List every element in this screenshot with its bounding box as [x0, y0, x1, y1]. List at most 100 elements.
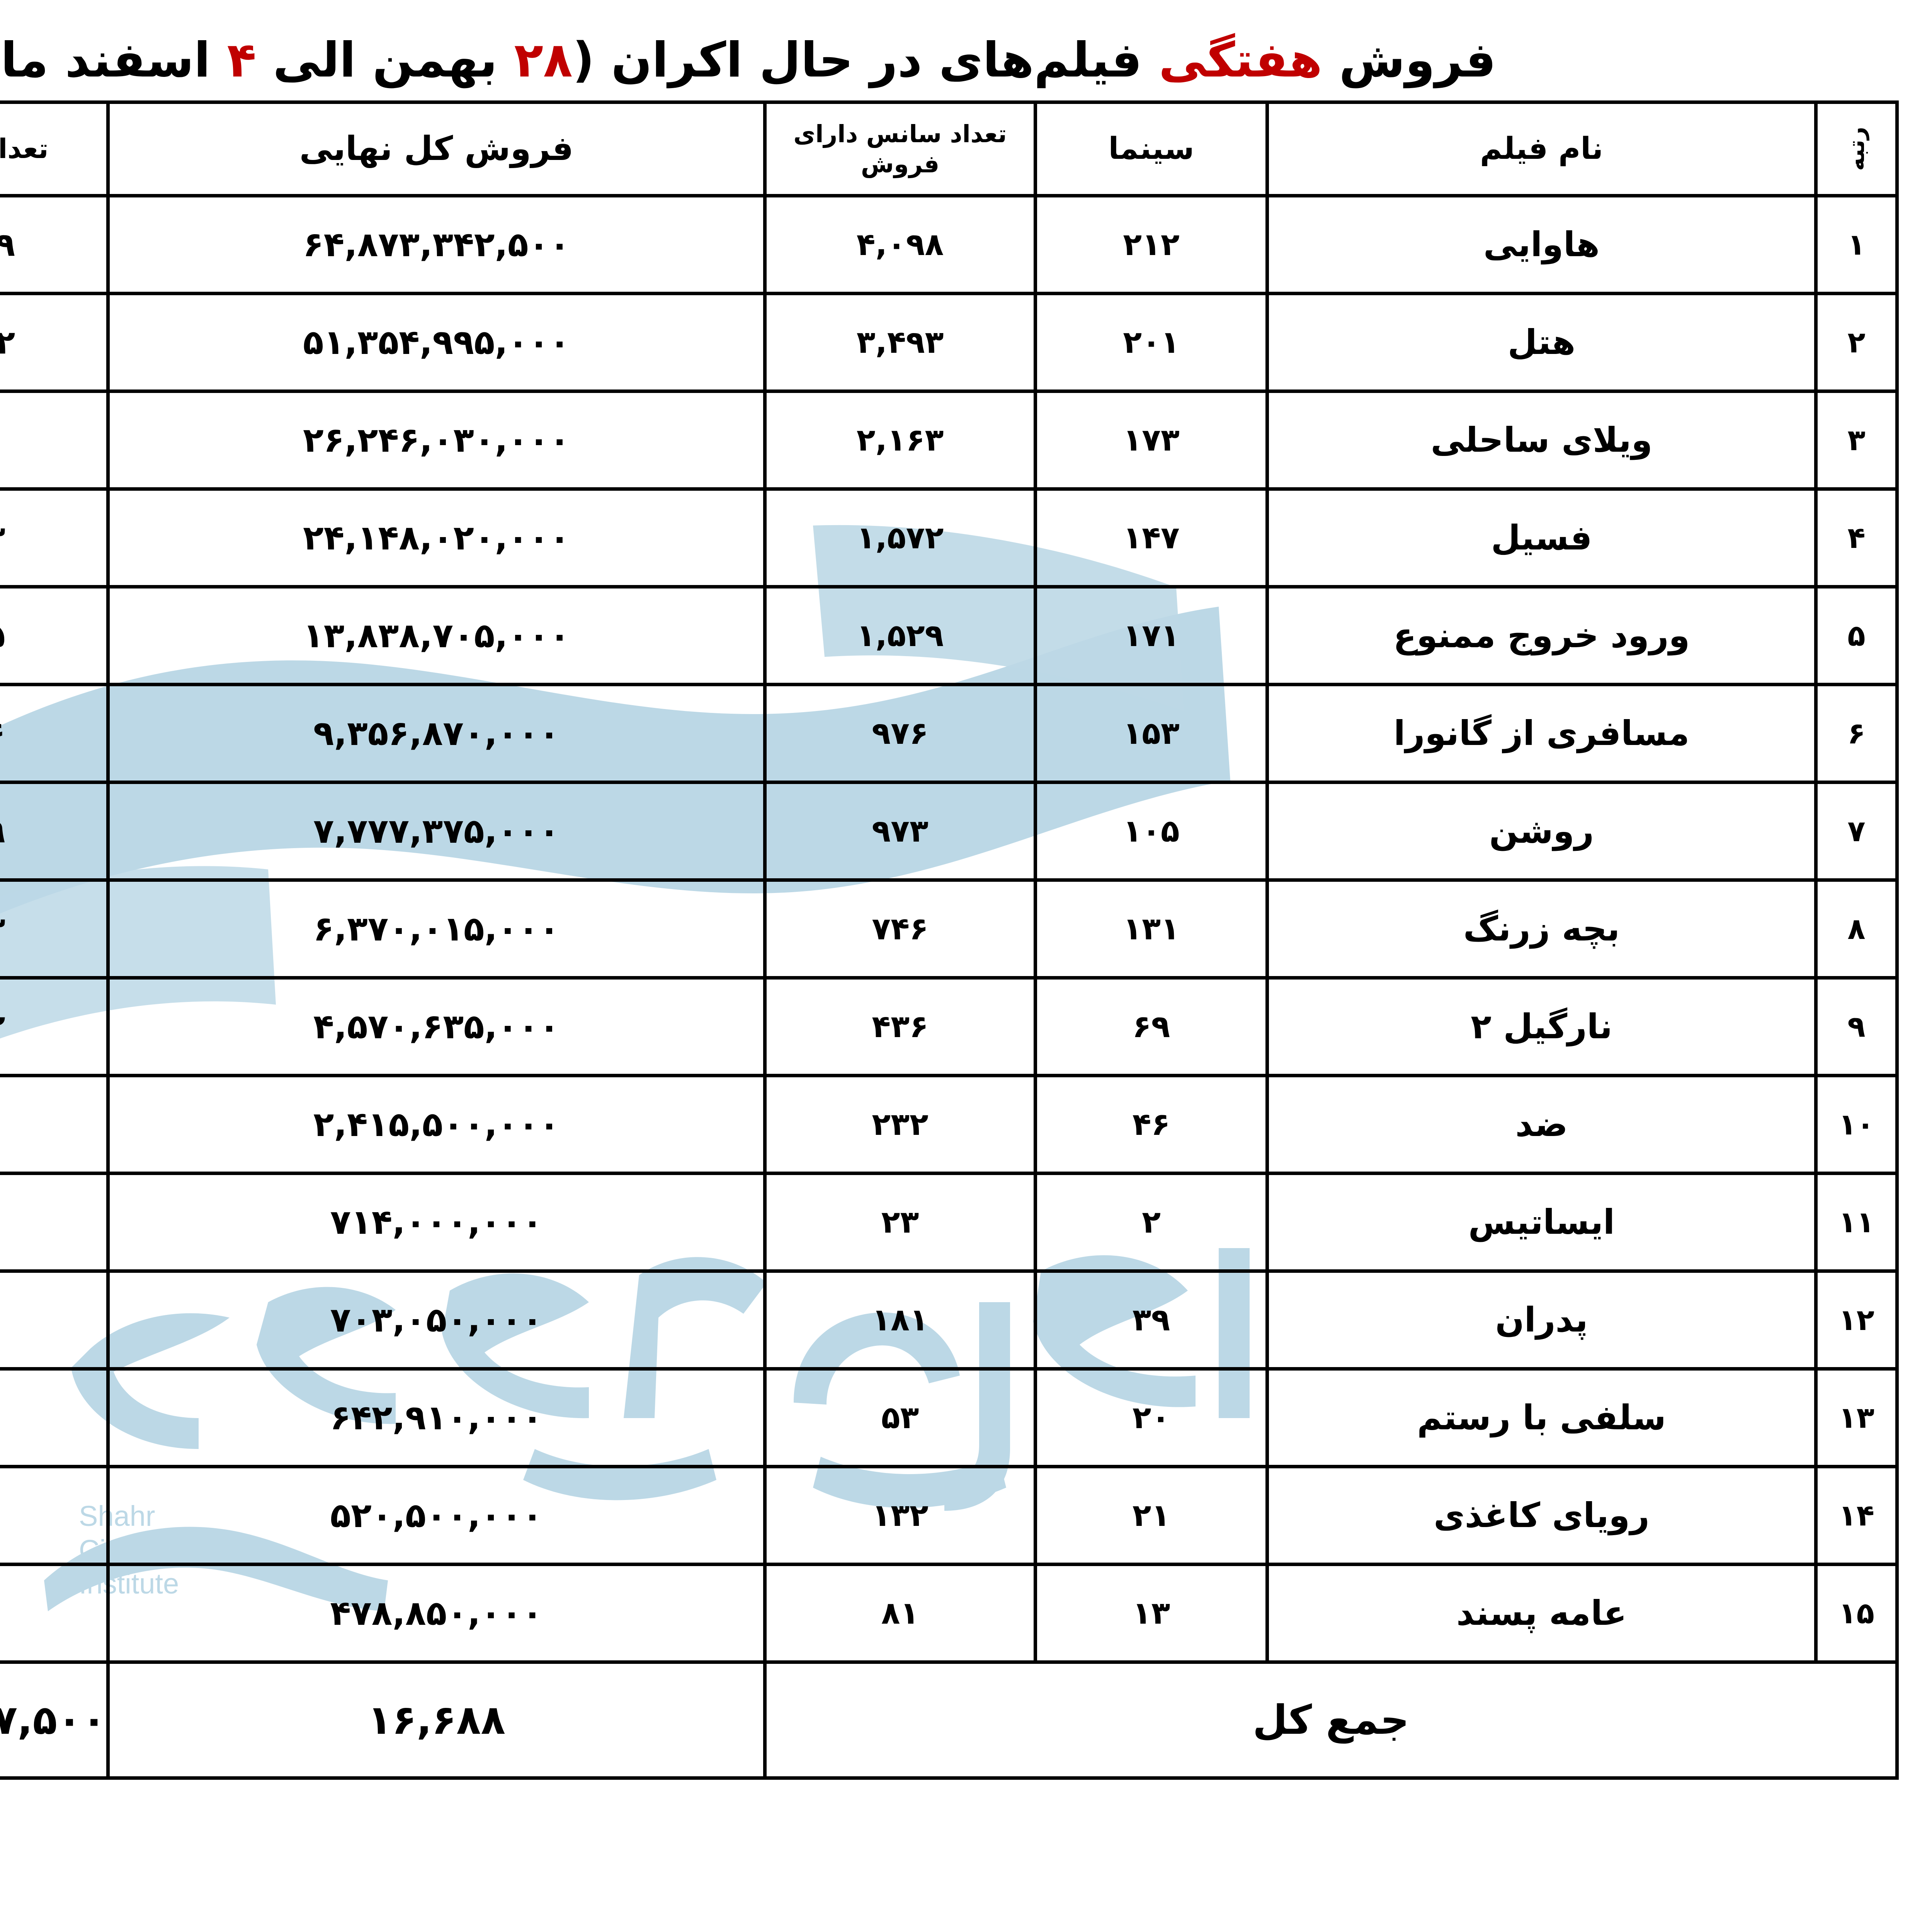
session-count: ۷۴۶ — [764, 878, 1037, 980]
total-viewers-value: ۱۳۵,۲۹۹ — [0, 194, 110, 295]
session-count: ۲,۱۶۳ — [764, 389, 1037, 491]
film-name: روشن — [1266, 780, 1818, 882]
film-rank: ۱۰ — [1815, 1073, 1899, 1175]
table-row[interactable]: ۱هاوایی۲۱۲۴,۰۹۸۶۴,۸۷۳,۳۴۲,۵۰۰۱۳۵,۲۹۹۳۰/۳… — [0, 194, 1899, 295]
film-rank: ۲ — [1815, 291, 1899, 393]
total-row: جمع کل ۱۶,۶۸۸ ۲۱۴,۰۱۰,۷۹۷,۵۰۰ ۴۷۱,۷۷۷ ۱۰… — [0, 1660, 1899, 1780]
cinema-count: ۲۱۲ — [1034, 194, 1269, 295]
total-viewers-value: ۵۲,۰۳۱ — [0, 389, 110, 491]
film-name: هاوایی — [1266, 194, 1818, 295]
total-viewers-value: ۳۱,۵۵۶ — [0, 682, 110, 784]
film-name: ورود خروج ممنوع — [1266, 585, 1818, 686]
column-header-viewers[interactable]: تعداد کل بیننده — [0, 100, 110, 197]
total-viewers-value: ۱,۵۸۶ — [0, 1269, 110, 1371]
total-viewers-value: ۳۰,۳۱۵ — [0, 585, 110, 686]
table-body: ۱هاوایی۲۱۲۴,۰۹۸۶۴,۸۷۳,۳۴۲,۵۰۰۱۳۵,۲۹۹۳۰/۳… — [0, 194, 1899, 1664]
session-count: ۳,۴۹۳ — [764, 291, 1037, 393]
film-name: ایساتیس — [1266, 1171, 1818, 1273]
film-name: نارگیل ۲ — [1266, 976, 1818, 1077]
film-name: عامه پسند — [1266, 1562, 1818, 1664]
total-viewers-value: ۱۱۱,۸۱۲ — [0, 291, 110, 393]
film-name: ویلای ساحلی — [1266, 389, 1818, 491]
cinema-count: ۲۰۱ — [1034, 291, 1269, 393]
total-sessions: ۱۶,۶۸۸ — [107, 1660, 767, 1780]
total-gross-value: ۶,۳۷۰,۰۱۵,۰۰۰ — [107, 878, 767, 980]
session-count: ۱۳۲ — [764, 1464, 1037, 1566]
session-count: ۴,۰۹۸ — [764, 194, 1037, 295]
column-header-sessions[interactable]: تعداد سانس دارای فروش — [764, 100, 1037, 197]
total-gross-value: ۹,۳۵۶,۸۷۰,۰۰۰ — [107, 682, 767, 784]
title-part-4: اسفند ماه — [0, 32, 211, 88]
table-container: Shahr Cinema Institute رتبه نام فیلم سین… — [0, 100, 1899, 1780]
total-viewers-value: ۱۴,۳۶۹ — [0, 780, 110, 882]
total-gross-value: ۲۶,۲۴۶,۰۳۰,۰۰۰ — [107, 389, 767, 491]
film-rank: ۵ — [1815, 585, 1899, 686]
table-row[interactable]: ۴فسیل۱۴۷۱,۵۷۲۲۴,۱۴۸,۰۲۰,۰۰۰۵۰,۴۳۳۱۱/۲۸%۱… — [0, 487, 1899, 588]
film-name: سلفی با رستم — [1266, 1367, 1818, 1468]
session-count: ۵۳ — [764, 1367, 1037, 1468]
film-rank: ۴ — [1815, 487, 1899, 588]
table-row[interactable]: ۲هتل۲۰۱۳,۴۹۳۵۱,۳۵۴,۹۹۵,۰۰۰۱۱۱,۸۱۲۲۴/۰۰%۲… — [0, 291, 1899, 393]
film-rank: ۱ — [1815, 194, 1899, 295]
film-name: هتل — [1266, 291, 1818, 393]
session-count: ۱,۵۷۲ — [764, 487, 1037, 588]
total-gross-value: ۶۴۲,۹۱۰,۰۰۰ — [107, 1367, 767, 1468]
total-viewers-value: ۱۱,۰۸۲ — [0, 976, 110, 1077]
film-rank: ۱۵ — [1815, 1562, 1899, 1664]
column-header-rank[interactable]: رتبه — [1815, 100, 1899, 197]
total-gross-value: ۷,۷۷۷,۳۷۵,۰۰۰ — [107, 780, 767, 882]
cinema-count: ۴۶ — [1034, 1073, 1269, 1175]
cinema-count: ۱۵۳ — [1034, 682, 1269, 784]
film-rank: ۳ — [1815, 389, 1899, 491]
total-viewers-value: ۹۹۳ — [0, 1464, 110, 1566]
total-gross-value: ۵۱,۳۵۴,۹۹۵,۰۰۰ — [107, 291, 767, 393]
session-count: ۹۷۶ — [764, 682, 1037, 784]
cinema-count: ۱۰۵ — [1034, 780, 1269, 882]
total-gross-value: ۵۲۰,۵۰۰,۰۰۰ — [107, 1464, 767, 1566]
column-header-rank-label: رتبه — [1844, 127, 1870, 171]
total-gross-value: ۴۷۸,۸۵۰,۰۰۰ — [107, 1562, 767, 1664]
title-part-2: فیلم‌های در حال اکران ( — [573, 32, 1159, 88]
total-gross-value: ۲,۴۱۵,۵۰۰,۰۰۰ — [107, 1073, 767, 1175]
total-viewers-value: ۵۰,۴۳۳ — [0, 487, 110, 588]
film-name: پدران — [1266, 1269, 1818, 1371]
film-rank: ۱۳ — [1815, 1367, 1899, 1468]
total-viewers-value: ۹,۶۵۶ — [0, 1073, 110, 1175]
film-name: مسافری از گانورا — [1266, 682, 1818, 784]
column-header-cinema[interactable]: سینما — [1034, 100, 1269, 197]
total-viewers-value: ۷۹۵ — [0, 1562, 110, 1664]
cinema-count: ۳۹ — [1034, 1269, 1269, 1371]
column-header-gross[interactable]: فروش کل نهایی — [107, 100, 767, 197]
page-title-text: فروش هفتگی فیلم‌های در حال اکران (۲۸ بهم… — [0, 34, 1497, 87]
column-header-film[interactable]: نام فیلم — [1266, 100, 1818, 197]
table-head: رتبه نام فیلم سینما تعداد سانس دارای فرو… — [0, 100, 1899, 197]
cinema-count: ۱۷۳ — [1034, 389, 1269, 491]
table-foot: جمع کل ۱۶,۶۸۸ ۲۱۴,۰۱۰,۷۹۷,۵۰۰ ۴۷۱,۷۷۷ ۱۰… — [0, 1660, 1899, 1780]
session-count: ۴۳۶ — [764, 976, 1037, 1077]
film-rank: ۱۲ — [1815, 1269, 1899, 1371]
title-part-3: بهمن الی — [257, 32, 515, 88]
session-count: ۸۱ — [764, 1562, 1037, 1664]
cinema-count: ۶۹ — [1034, 976, 1269, 1077]
total-gross-value: ۲۴,۱۴۸,۰۲۰,۰۰۰ — [107, 487, 767, 588]
film-name: ضد — [1266, 1073, 1818, 1175]
cinema-count: ۲۱ — [1034, 1464, 1269, 1566]
total-gross: ۲۱۴,۰۱۰,۷۹۷,۵۰۰ — [0, 1660, 110, 1780]
cinema-count: ۱۳ — [1034, 1562, 1269, 1664]
film-name: فسیل — [1266, 487, 1818, 588]
film-name: بچه زرنگ — [1266, 878, 1818, 980]
session-count: ۱,۵۲۹ — [764, 585, 1037, 686]
